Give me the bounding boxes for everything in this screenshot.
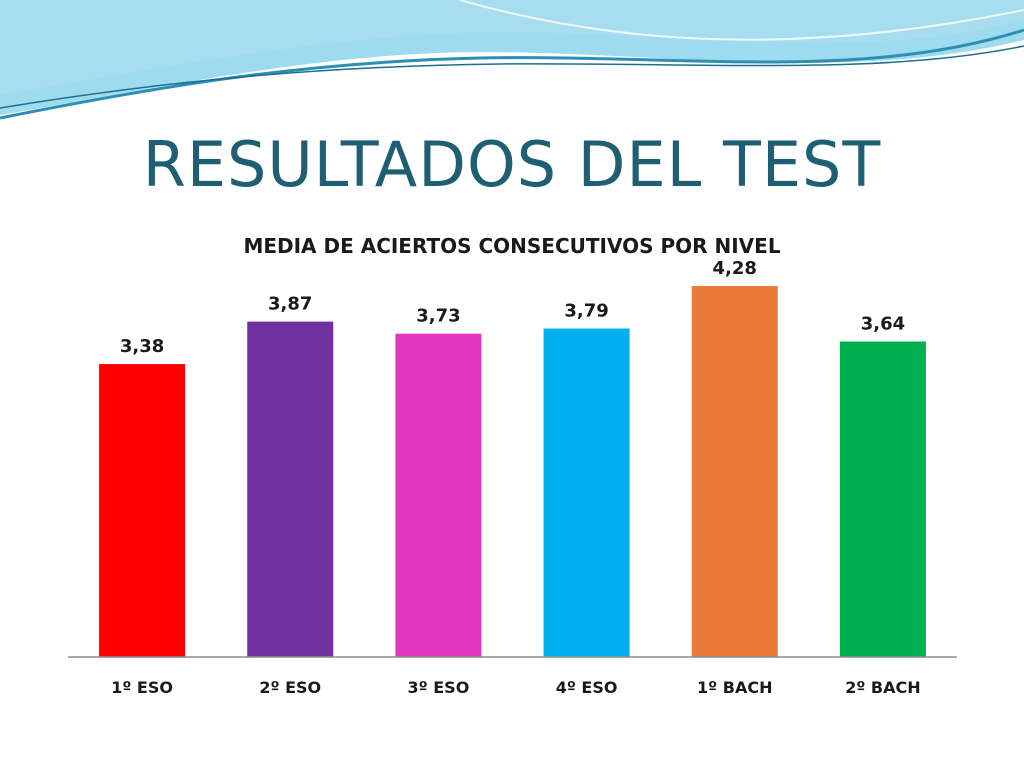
header-wave-decoration xyxy=(0,0,1024,120)
data-label-3: 3,73 xyxy=(416,306,460,327)
data-label-5: 4,28 xyxy=(713,258,757,279)
x-tick-label-5: 1º BACH xyxy=(697,678,772,697)
x-tick-label-6: 2º BACH xyxy=(845,678,920,697)
bar-5 xyxy=(691,286,778,657)
x-tick-label-1: 1º ESO xyxy=(111,678,173,697)
data-label-2: 3,87 xyxy=(268,294,312,315)
bar-3 xyxy=(395,333,482,657)
bar-4 xyxy=(543,328,630,657)
bars-layer xyxy=(99,286,926,657)
chart-title: MEDIA DE ACIERTOS CONSECUTIVOS POR NIVEL xyxy=(243,234,780,258)
x-tick-label-3: 3º ESO xyxy=(408,678,470,697)
bar-6 xyxy=(839,341,926,657)
bar-chart: MEDIA DE ACIERTOS CONSECUTIVOS POR NIVEL… xyxy=(68,234,957,697)
data-label-1: 3,38 xyxy=(120,336,164,357)
labels-layer: 3,38 1º ESO 3,87 2º ESO 3,73 3º ESO 3,79 4º ESO… xyxy=(111,258,920,697)
bar-2 xyxy=(247,321,334,657)
x-tick-label-2: 2º ESO xyxy=(259,678,321,697)
bar-1 xyxy=(99,364,186,657)
data-label-6: 3,64 xyxy=(861,314,905,335)
slide-title: RESULTADOS DEL TEST xyxy=(142,128,882,201)
x-tick-label-4: 4º ESO xyxy=(556,678,618,697)
data-label-4: 3,79 xyxy=(564,301,608,322)
